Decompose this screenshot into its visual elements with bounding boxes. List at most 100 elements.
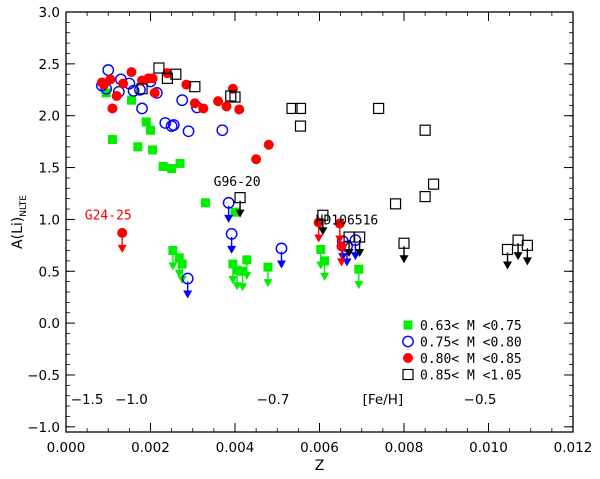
feh-tick-label: −1.0 (115, 392, 148, 408)
upper-limit-arrow (513, 243, 523, 261)
legend-entry: 0.85< M <1.05 (402, 368, 522, 384)
legend: 0.63< M <0.75 0.75< M <0.800.80< M <0.85 0… (402, 319, 522, 384)
x-tick-label: 0.008 (385, 440, 424, 456)
upper-limit-point (354, 264, 364, 274)
data-point (251, 154, 262, 165)
data-point (133, 142, 143, 152)
data-point (189, 98, 200, 109)
x-axis-label: Z (315, 458, 325, 474)
star-annotation: G24-25 (85, 208, 132, 223)
feh-tick-label: −0.5 (464, 392, 497, 408)
upper-limit-point (117, 227, 128, 238)
series-0 (101, 88, 364, 292)
upper-limit-arrow-head (350, 252, 360, 261)
upper-limit-arrow-head (227, 245, 237, 254)
axes: 0.000 0.002 0.004 0.006 0.008 0.010 0.012−1.0−… (10, 5, 592, 474)
y-tick-label: −1.0 (27, 420, 60, 436)
series-1 (96, 64, 362, 299)
upper-limit-arrow-head (242, 271, 252, 280)
star-annotation: G96-20 (214, 175, 261, 190)
data-point (148, 145, 158, 155)
data-point (102, 64, 115, 76)
upper-limit-arrow (263, 270, 273, 288)
upper-limit-arrow-head (117, 244, 127, 253)
upper-limit-arrow-head (183, 290, 193, 299)
legend-label: 0.80< M <0.85 (420, 352, 522, 367)
data-point (216, 124, 229, 137)
upper-limit-point (320, 256, 330, 266)
data-point (213, 96, 224, 107)
upper-limit-arrow-head (344, 249, 354, 258)
upper-limit-arrow (344, 240, 354, 258)
y-axis-label: A(Li)NLTE (10, 195, 29, 249)
data-point (181, 79, 192, 90)
y-tick-label: 3.0 (39, 5, 60, 21)
y-tick-label: 2.5 (39, 57, 60, 73)
data-point (182, 125, 195, 138)
upper-limit-arrow-head (336, 258, 346, 267)
upper-limit-arrow-head (320, 272, 330, 281)
data-point (229, 91, 241, 103)
legend-label: 0.85< M <1.05 (420, 369, 522, 384)
data-point (149, 87, 160, 98)
data-point (105, 74, 116, 85)
series-3 (136, 62, 533, 270)
upper-limit-arrow (354, 272, 364, 290)
legend-marker (402, 335, 414, 348)
y-tick-label: −0.5 (27, 368, 60, 384)
upper-limit-arrow-head (263, 279, 273, 288)
upper-limit-arrow-head (513, 252, 523, 261)
y-tick-label: 1.0 (39, 212, 60, 228)
upper-limit-arrow (522, 248, 532, 266)
upper-limit-point (316, 244, 326, 254)
upper-limit-arrow-head (168, 262, 178, 271)
upper-limit-arrow (168, 253, 178, 271)
y-axis-label-subscript: NLTE (19, 195, 29, 217)
data-point (294, 120, 307, 132)
upper-limit-point (242, 255, 252, 265)
upper-limit-arrow-head (522, 257, 532, 266)
upper-limit-point (177, 259, 187, 269)
data-point (189, 81, 201, 93)
data-point (111, 91, 122, 101)
x-tick-label: 0.006 (300, 440, 339, 456)
legend-marker (403, 320, 413, 330)
upper-limit-arrow-head (235, 209, 245, 218)
x-tick-label: 0.012 (554, 440, 593, 456)
x-tick-label: 0.002 (131, 440, 170, 456)
upper-limit-arrow (235, 200, 245, 218)
feh-scale-label: [Fe/H] (363, 392, 404, 408)
data-point (427, 178, 440, 190)
upper-limit-point (228, 259, 238, 269)
data-point (419, 124, 431, 136)
y-tick-label: 2.0 (39, 109, 60, 125)
data-point (141, 117, 151, 127)
upper-limit-arrow (318, 218, 328, 236)
data-point (234, 104, 245, 115)
upper-limit-point (232, 265, 242, 275)
upper-limit-arrow-head (174, 269, 184, 278)
upper-limit-point (168, 246, 178, 256)
data-point (175, 158, 185, 168)
data-point (389, 198, 402, 210)
data-point (286, 102, 298, 115)
upper-limit-arrow (117, 235, 127, 253)
data-point (263, 139, 274, 150)
upper-limit-arrow-head (335, 235, 345, 244)
legend-marker (402, 368, 414, 381)
data-point (230, 207, 240, 217)
data-point (167, 119, 180, 131)
upper-limit-arrow-head (503, 261, 513, 270)
data-point (107, 135, 117, 145)
upper-limit-arrow-head (355, 249, 365, 258)
upper-limit-arrow (336, 249, 346, 267)
upper-limit-arrow (355, 240, 365, 258)
data-point (221, 101, 232, 112)
upper-limit-arrow (276, 251, 286, 269)
feh-tick-label: −1.5 (71, 392, 104, 408)
y-tick-label: 0.5 (39, 264, 60, 280)
upper-limit-point (263, 262, 273, 272)
data-point (146, 125, 155, 135)
y-tick-label: 0.0 (39, 316, 60, 332)
